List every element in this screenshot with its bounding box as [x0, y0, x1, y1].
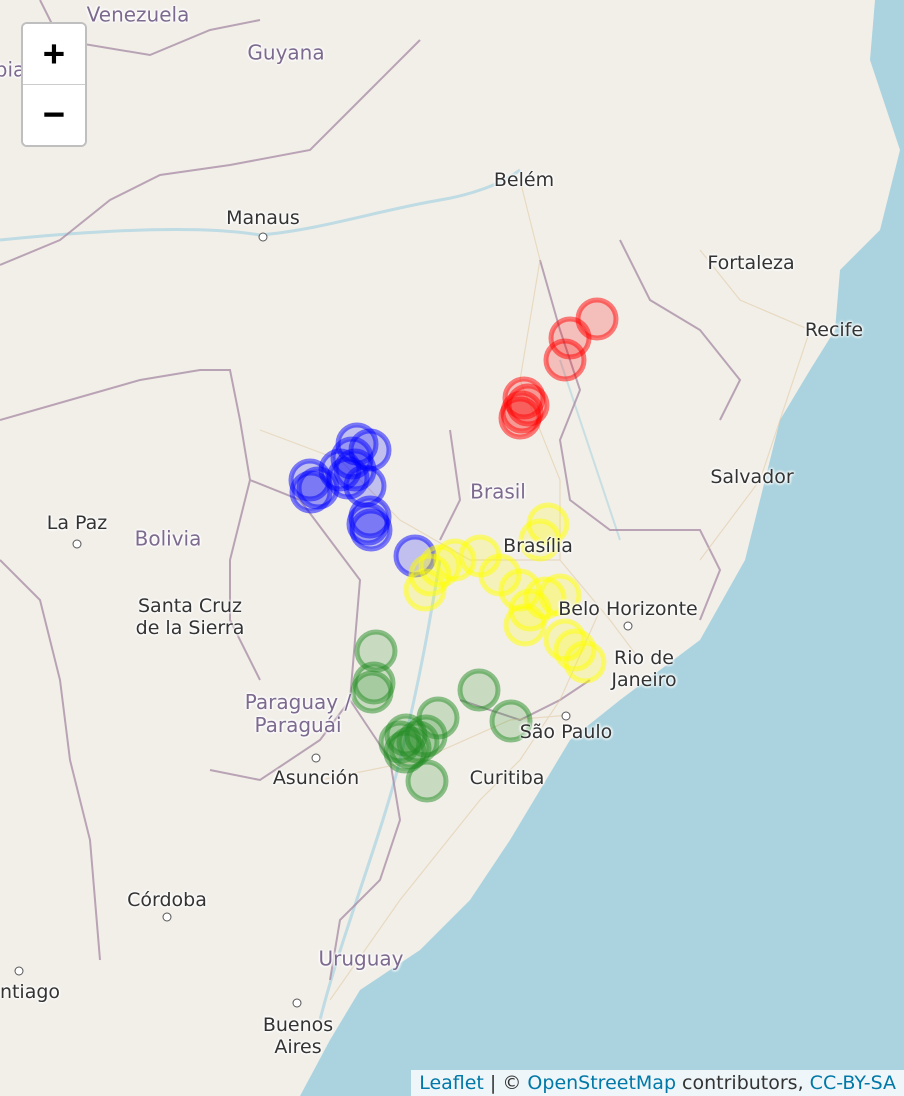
city-dot-sao-paulo	[561, 711, 571, 721]
city-dot-santiago	[14, 966, 24, 976]
circle-marker[interactable]	[498, 396, 542, 440]
circle-marker[interactable]	[418, 544, 462, 588]
city-dot-belo-horizonte	[623, 621, 633, 631]
zoom-in-button[interactable]: +	[23, 24, 85, 84]
circle-marker[interactable]	[457, 668, 501, 712]
borders	[0, 0, 742, 981]
zoom-control: + −	[21, 22, 87, 147]
circle-marker[interactable]	[489, 699, 533, 743]
city-dot-asuncion	[311, 753, 321, 763]
circle-marker[interactable]	[333, 448, 377, 492]
roads	[259, 179, 811, 1001]
circle-marker[interactable]	[403, 568, 447, 612]
river-amazon	[0, 168, 521, 242]
attribution-separator: | ©	[483, 1072, 528, 1094]
zoom-out-button[interactable]: −	[23, 84, 85, 145]
circle-marker[interactable]	[518, 518, 562, 562]
circle-marker[interactable]	[503, 603, 547, 647]
attribution-contributors: contributors,	[676, 1072, 810, 1094]
circle-marker[interactable]	[354, 629, 398, 673]
circle-marker[interactable]	[563, 640, 607, 684]
circle-marker[interactable]	[289, 470, 333, 514]
circle-marker[interactable]	[543, 338, 587, 382]
city-dot-la-paz	[72, 539, 82, 549]
leaflet-link[interactable]: Leaflet	[419, 1072, 484, 1094]
city-dot-buenos-aires	[292, 998, 302, 1008]
license-link[interactable]: CC-BY-SA	[809, 1072, 896, 1094]
city-dot-cordoba	[162, 912, 172, 922]
circle-marker[interactable]	[405, 759, 449, 803]
osm-link[interactable]: OpenStreetMap	[527, 1072, 676, 1094]
circle-marker[interactable]	[349, 508, 393, 552]
attribution: Leaflet | © OpenStreetMap contributors, …	[411, 1070, 904, 1096]
circle-marker[interactable]	[350, 670, 394, 714]
circle-marker[interactable]	[383, 730, 427, 774]
city-dot-manaus	[258, 232, 268, 242]
river-sao-francisco	[559, 359, 621, 541]
